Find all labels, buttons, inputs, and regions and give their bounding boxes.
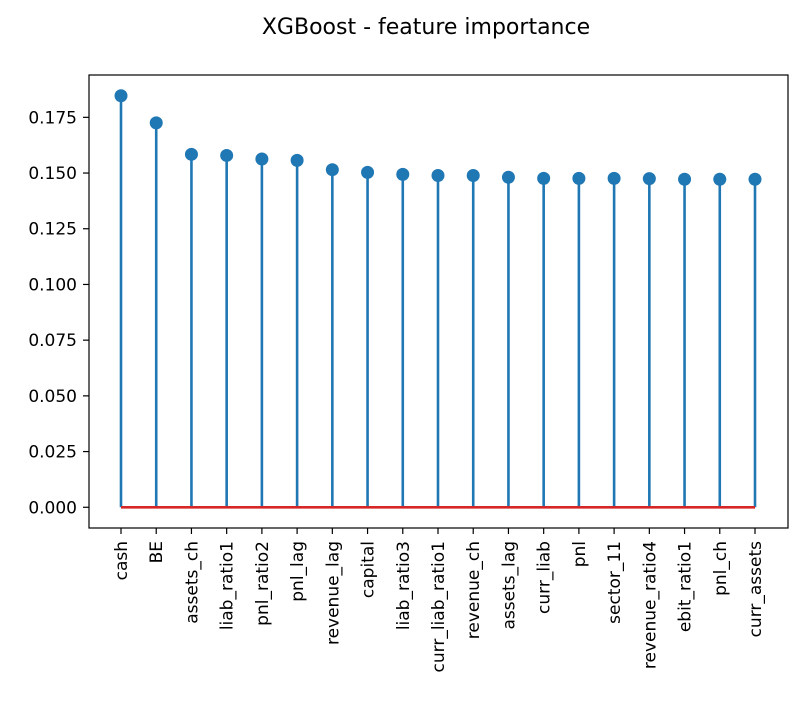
x-tick-label: revenue_lag bbox=[323, 541, 343, 645]
y-axis: 0.000 0.025 0.050 0.075 0.100 0.125 0.150 0.175 bbox=[28, 108, 89, 518]
chart-title: XGBoost - feature importance bbox=[262, 15, 590, 40]
x-tick-label: pnl bbox=[570, 541, 590, 567]
y-tick-label: 0.000 bbox=[28, 498, 77, 518]
stem-marker bbox=[713, 172, 727, 186]
x-tick-label: pnl_lag bbox=[288, 541, 308, 602]
y-tick-label: 0.075 bbox=[28, 331, 77, 351]
x-tick-label: curr_liab_ratio1 bbox=[429, 541, 449, 672]
x-tick-label: liab_ratio1 bbox=[218, 541, 238, 630]
x-tick-label: curr_liab bbox=[535, 541, 555, 614]
stems-group bbox=[119, 95, 757, 508]
stem-marker bbox=[678, 172, 692, 186]
plot-frame bbox=[88, 74, 789, 529]
y-tick-label: 0.050 bbox=[28, 387, 77, 407]
stem-marker bbox=[501, 170, 515, 184]
stem-marker bbox=[537, 171, 551, 185]
x-tick-label: revenue_ch bbox=[464, 541, 484, 639]
markers-group bbox=[114, 89, 762, 186]
stem-marker bbox=[220, 148, 234, 162]
y-tick-label: 0.100 bbox=[28, 275, 77, 295]
stem-marker bbox=[431, 168, 445, 182]
x-axis: cash BE assets_ch liab_ratio1 pnl_ratio2 pnl_… bbox=[112, 528, 766, 672]
stem-marker bbox=[255, 152, 269, 166]
stem-marker bbox=[361, 165, 375, 179]
y-tick-label: 0.125 bbox=[28, 220, 77, 240]
stem-marker bbox=[290, 153, 304, 167]
stem-marker bbox=[149, 116, 163, 130]
x-tick-label: revenue_ratio4 bbox=[640, 541, 660, 669]
x-tick-label: assets_ch bbox=[182, 541, 202, 624]
x-tick-label: capital bbox=[359, 541, 379, 598]
x-tick-label: assets_lag bbox=[499, 541, 519, 630]
y-tick-label: 0.150 bbox=[28, 164, 77, 184]
stem-marker bbox=[396, 167, 410, 181]
stem-marker bbox=[325, 163, 339, 177]
y-tick-label: 0.025 bbox=[28, 443, 77, 463]
x-tick-label: pnl_ch bbox=[711, 541, 731, 596]
x-tick-label: sector_11 bbox=[605, 541, 625, 624]
stem-marker bbox=[184, 147, 198, 161]
stem-marker bbox=[607, 171, 621, 185]
x-tick-label: BE bbox=[147, 541, 167, 563]
y-tick-label: 0.175 bbox=[28, 108, 77, 128]
x-tick-label: liab_ratio3 bbox=[394, 541, 414, 630]
stem-marker bbox=[748, 172, 762, 186]
stem-marker bbox=[572, 171, 586, 185]
x-tick-label: curr_assets bbox=[746, 541, 766, 638]
stem-marker bbox=[466, 168, 480, 182]
stem-marker bbox=[114, 89, 128, 103]
stem-marker bbox=[642, 172, 656, 186]
x-tick-label: pnl_ratio2 bbox=[253, 541, 273, 626]
x-tick-label: cash bbox=[112, 541, 132, 580]
x-tick-label: ebit_ratio1 bbox=[676, 541, 696, 632]
